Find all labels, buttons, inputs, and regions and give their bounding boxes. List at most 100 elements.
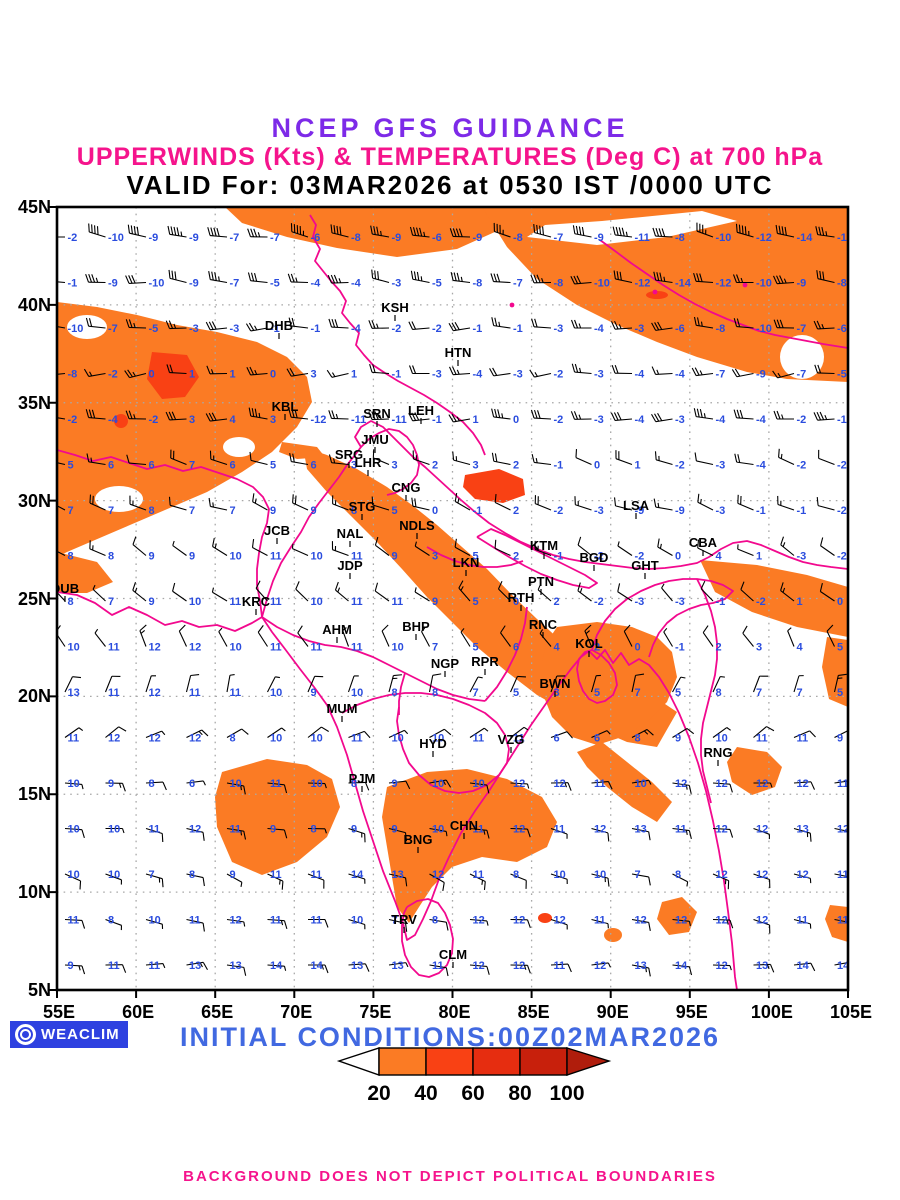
- temperature-colorbar: 20 40 60 80 100: [333, 1044, 618, 1111]
- temp-value: 12: [513, 778, 525, 790]
- wind-barb: [529, 369, 552, 378]
- temp-value: -8: [716, 323, 726, 335]
- wind-barb: [267, 873, 284, 890]
- boundary-line: [426, 546, 524, 568]
- wind-barb: [64, 727, 84, 738]
- city-label: KTM: [530, 538, 558, 553]
- temp-value: -4: [635, 414, 646, 426]
- wind-barb: [793, 918, 812, 929]
- temp-value: -4: [311, 278, 322, 290]
- wind-barb: [226, 782, 246, 795]
- boundary-line: [261, 420, 848, 618]
- temp-value: 10: [311, 596, 323, 608]
- wind-barb: [697, 539, 714, 556]
- temp-value: -5: [149, 323, 159, 335]
- subtitle-parameters: UPPERWINDS (Kts) & TEMPERATURES (Deg C) …: [76, 143, 824, 172]
- temp-value: 10: [554, 869, 566, 881]
- wind-barb: [712, 676, 725, 693]
- colorbar-label: 40: [414, 1082, 437, 1105]
- temp-value: -4: [351, 323, 362, 335]
- temp-value: 6: [513, 642, 519, 654]
- wind-barb: [458, 580, 471, 602]
- temp-value: 0: [432, 505, 438, 517]
- wind-barb: [251, 538, 268, 556]
- wind-barb: [460, 628, 471, 647]
- initial-conditions-text: INITIAL CONDITIONS:00Z02MAR2026: [179, 1022, 721, 1052]
- wind-barb: [793, 730, 816, 739]
- temp-value: 11: [108, 687, 120, 699]
- wind-barb: [124, 369, 147, 379]
- temp-value: -9: [635, 505, 645, 517]
- city-label: LSA: [623, 498, 650, 513]
- wind-barb: [815, 226, 835, 238]
- wind-barb: [348, 781, 370, 791]
- temp-value: 11: [513, 733, 525, 745]
- temp-value: 12: [149, 733, 161, 745]
- temp-value: 10: [68, 824, 80, 836]
- temp-value: 10: [230, 642, 242, 654]
- temp-value: 12: [635, 915, 647, 927]
- wind-barb: [414, 587, 430, 602]
- temp-value: 3: [270, 414, 276, 426]
- temp-value: 3: [351, 460, 357, 472]
- wind-barb: [165, 411, 187, 421]
- wind-barb: [64, 964, 86, 975]
- wind-barb: [778, 448, 795, 465]
- temp-value: 6: [554, 733, 560, 745]
- temp-value: -4: [756, 414, 767, 426]
- wind-barb: [448, 366, 471, 376]
- temp-value: 14: [837, 960, 850, 972]
- wind-barb: [57, 281, 66, 284]
- temp-value: 11: [675, 824, 687, 836]
- wind-barb: [590, 674, 601, 693]
- wind-barb: [331, 541, 349, 557]
- wind-barb: [691, 367, 714, 377]
- wind-barb: [793, 962, 816, 972]
- temp-value: 9: [392, 778, 398, 790]
- temp-value: 3: [311, 369, 317, 381]
- temp-value: -10: [756, 278, 772, 290]
- y-axis-label: 25N: [17, 588, 51, 609]
- wind-barb: [615, 450, 633, 466]
- wind-barb: [531, 318, 552, 329]
- wind-barb: [374, 536, 390, 556]
- temp-value: -4: [108, 414, 119, 426]
- wind-barb: [753, 827, 771, 840]
- x-axis-label: 100E: [750, 1002, 793, 1022]
- wind-barb: [813, 320, 835, 330]
- temp-value: 7: [189, 505, 195, 517]
- temp-value: 13: [68, 687, 80, 699]
- wind-barb: [246, 366, 268, 376]
- temp-value: 11: [311, 642, 323, 654]
- city-label: SRG: [335, 447, 363, 462]
- wind-barb: [834, 962, 848, 966]
- wind-barb: [834, 827, 848, 832]
- wind-barb: [64, 827, 85, 839]
- wind-barb: [307, 782, 327, 789]
- temp-value: -14: [675, 278, 692, 290]
- wind-barb: [226, 827, 247, 840]
- x-axis-label: 60E: [122, 1002, 155, 1022]
- temp-value: 12: [716, 824, 728, 836]
- wind-barb: [752, 675, 769, 693]
- temp-value: 9: [189, 551, 195, 563]
- city-label: AHM: [322, 622, 352, 637]
- colorbar-segment: [519, 1047, 568, 1076]
- wind-barb: [834, 780, 848, 784]
- wind-barb: [813, 411, 835, 421]
- temp-value: -2: [108, 369, 118, 381]
- temp-value: -7: [230, 232, 240, 244]
- wind-barb: [410, 270, 430, 284]
- wind-barb: [429, 728, 452, 738]
- wind-barb: [86, 453, 106, 466]
- temp-value: 11: [149, 824, 161, 836]
- temp-value: -3: [189, 323, 199, 335]
- wind-barb: [57, 326, 66, 329]
- wind-barb: [172, 582, 187, 602]
- temp-value: -4: [675, 369, 686, 381]
- wind-barb: [139, 624, 147, 647]
- wind-barb: [64, 873, 82, 890]
- wind-barb: [826, 624, 835, 647]
- wind-barb: [631, 673, 645, 693]
- wind-barb: [631, 729, 654, 738]
